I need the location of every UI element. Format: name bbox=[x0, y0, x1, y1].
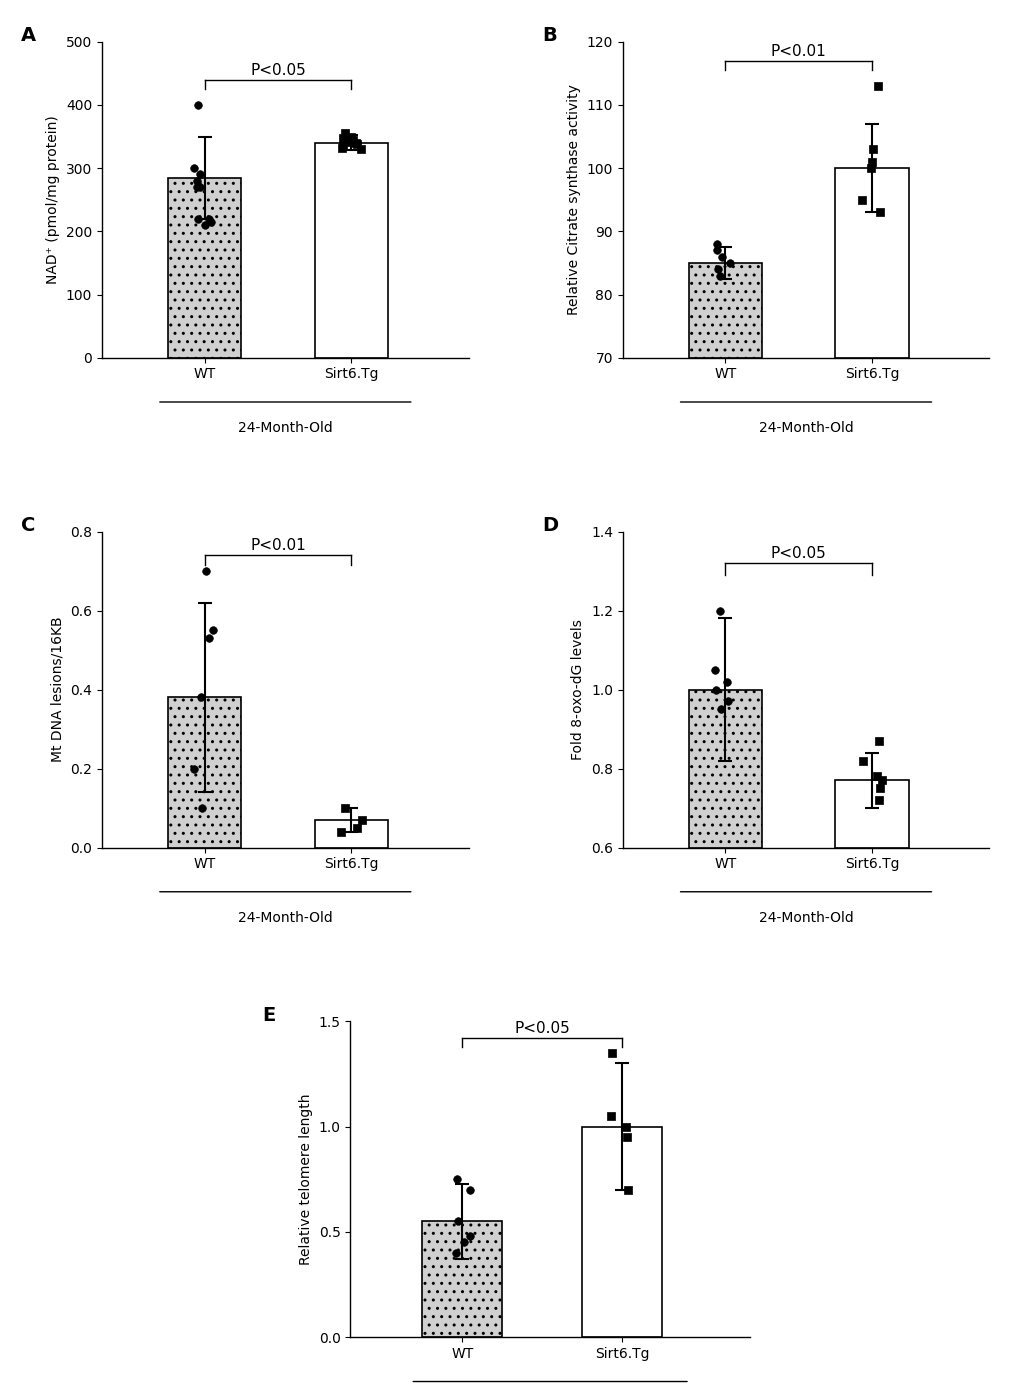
Point bbox=[871, 201, 888, 223]
Point bbox=[870, 788, 887, 811]
Text: P<0.05: P<0.05 bbox=[770, 546, 825, 561]
Text: P<0.05: P<0.05 bbox=[514, 1021, 570, 1036]
Point bbox=[708, 240, 725, 262]
Point bbox=[864, 138, 880, 160]
Bar bbox=[835, 780, 908, 847]
Point bbox=[863, 150, 879, 173]
Y-axis label: Relative telomere length: Relative telomere length bbox=[299, 1094, 313, 1265]
Point bbox=[353, 809, 369, 832]
Y-axis label: Mt DNA lesions/16KB: Mt DNA lesions/16KB bbox=[51, 617, 64, 762]
Bar bbox=[422, 1222, 501, 1337]
Y-axis label: Fold 8-oxo-dG levels: Fold 8-oxo-dG levels bbox=[571, 618, 585, 761]
Point bbox=[870, 730, 887, 752]
Text: E: E bbox=[262, 1006, 275, 1024]
Point bbox=[348, 816, 365, 839]
Point bbox=[455, 1231, 472, 1254]
Bar bbox=[688, 690, 761, 847]
Point bbox=[186, 758, 203, 780]
Point bbox=[710, 265, 727, 287]
Point bbox=[871, 777, 888, 800]
Point bbox=[462, 1178, 478, 1201]
Point bbox=[869, 75, 886, 98]
Point bbox=[347, 132, 364, 155]
Bar bbox=[835, 169, 908, 358]
Point bbox=[706, 659, 722, 681]
Point bbox=[192, 176, 208, 198]
Point bbox=[461, 1224, 477, 1247]
Point bbox=[853, 188, 869, 210]
Point bbox=[191, 208, 207, 230]
Point bbox=[336, 123, 353, 145]
Text: B: B bbox=[541, 26, 556, 45]
Point bbox=[334, 127, 351, 149]
Text: C: C bbox=[21, 515, 36, 535]
Text: A: A bbox=[21, 26, 37, 45]
Text: 24-Month-Old: 24-Month-Old bbox=[758, 421, 853, 435]
Point bbox=[197, 215, 213, 237]
Point bbox=[602, 1105, 619, 1127]
Point bbox=[447, 1243, 464, 1265]
Point bbox=[720, 252, 737, 274]
Point bbox=[190, 93, 206, 116]
Point bbox=[189, 170, 205, 192]
Bar bbox=[688, 263, 761, 358]
Point bbox=[194, 797, 210, 819]
Point bbox=[203, 210, 219, 233]
Point bbox=[333, 137, 350, 159]
Text: 24-Month-Old: 24-Month-Old bbox=[237, 421, 332, 435]
Point bbox=[342, 131, 359, 153]
Point bbox=[719, 691, 736, 713]
Point bbox=[603, 1042, 620, 1064]
Point bbox=[189, 176, 205, 198]
Point bbox=[873, 769, 890, 791]
Point bbox=[336, 797, 353, 819]
Point bbox=[709, 258, 726, 280]
Point bbox=[718, 670, 735, 692]
Bar bbox=[582, 1127, 661, 1337]
Point bbox=[353, 138, 369, 160]
Point bbox=[854, 749, 870, 772]
Bar bbox=[168, 698, 242, 847]
Point bbox=[868, 765, 884, 787]
Point bbox=[711, 698, 728, 720]
Bar bbox=[315, 820, 387, 847]
Point bbox=[713, 245, 730, 267]
Point bbox=[193, 687, 209, 709]
Point bbox=[620, 1178, 636, 1201]
Text: P<0.05: P<0.05 bbox=[250, 63, 306, 78]
Point bbox=[619, 1126, 635, 1148]
Point bbox=[198, 560, 214, 582]
Point bbox=[708, 233, 725, 255]
Point bbox=[449, 1211, 466, 1233]
Point bbox=[201, 208, 217, 230]
Text: 24-Month-Old: 24-Month-Old bbox=[237, 911, 332, 925]
Point bbox=[205, 618, 221, 641]
Point bbox=[618, 1116, 634, 1138]
Y-axis label: Relative Citrate synthase activity: Relative Citrate synthase activity bbox=[567, 85, 581, 315]
Point bbox=[348, 132, 365, 155]
Point bbox=[192, 163, 208, 185]
Point bbox=[335, 135, 352, 157]
Point bbox=[711, 599, 728, 621]
Point bbox=[862, 157, 878, 180]
Point bbox=[344, 128, 361, 150]
Point bbox=[201, 627, 217, 649]
Bar bbox=[168, 178, 242, 358]
Point bbox=[185, 157, 202, 180]
Point bbox=[448, 1169, 465, 1191]
Y-axis label: NAD⁺ (pmol/mg protein): NAD⁺ (pmol/mg protein) bbox=[46, 116, 60, 284]
Bar bbox=[315, 143, 387, 358]
Text: P<0.01: P<0.01 bbox=[250, 538, 306, 553]
Point bbox=[343, 125, 360, 148]
Text: 24-Month-Old: 24-Month-Old bbox=[758, 911, 853, 925]
Point bbox=[707, 678, 723, 701]
Point bbox=[332, 820, 348, 843]
Text: P<0.01: P<0.01 bbox=[770, 43, 825, 59]
Text: D: D bbox=[541, 515, 557, 535]
